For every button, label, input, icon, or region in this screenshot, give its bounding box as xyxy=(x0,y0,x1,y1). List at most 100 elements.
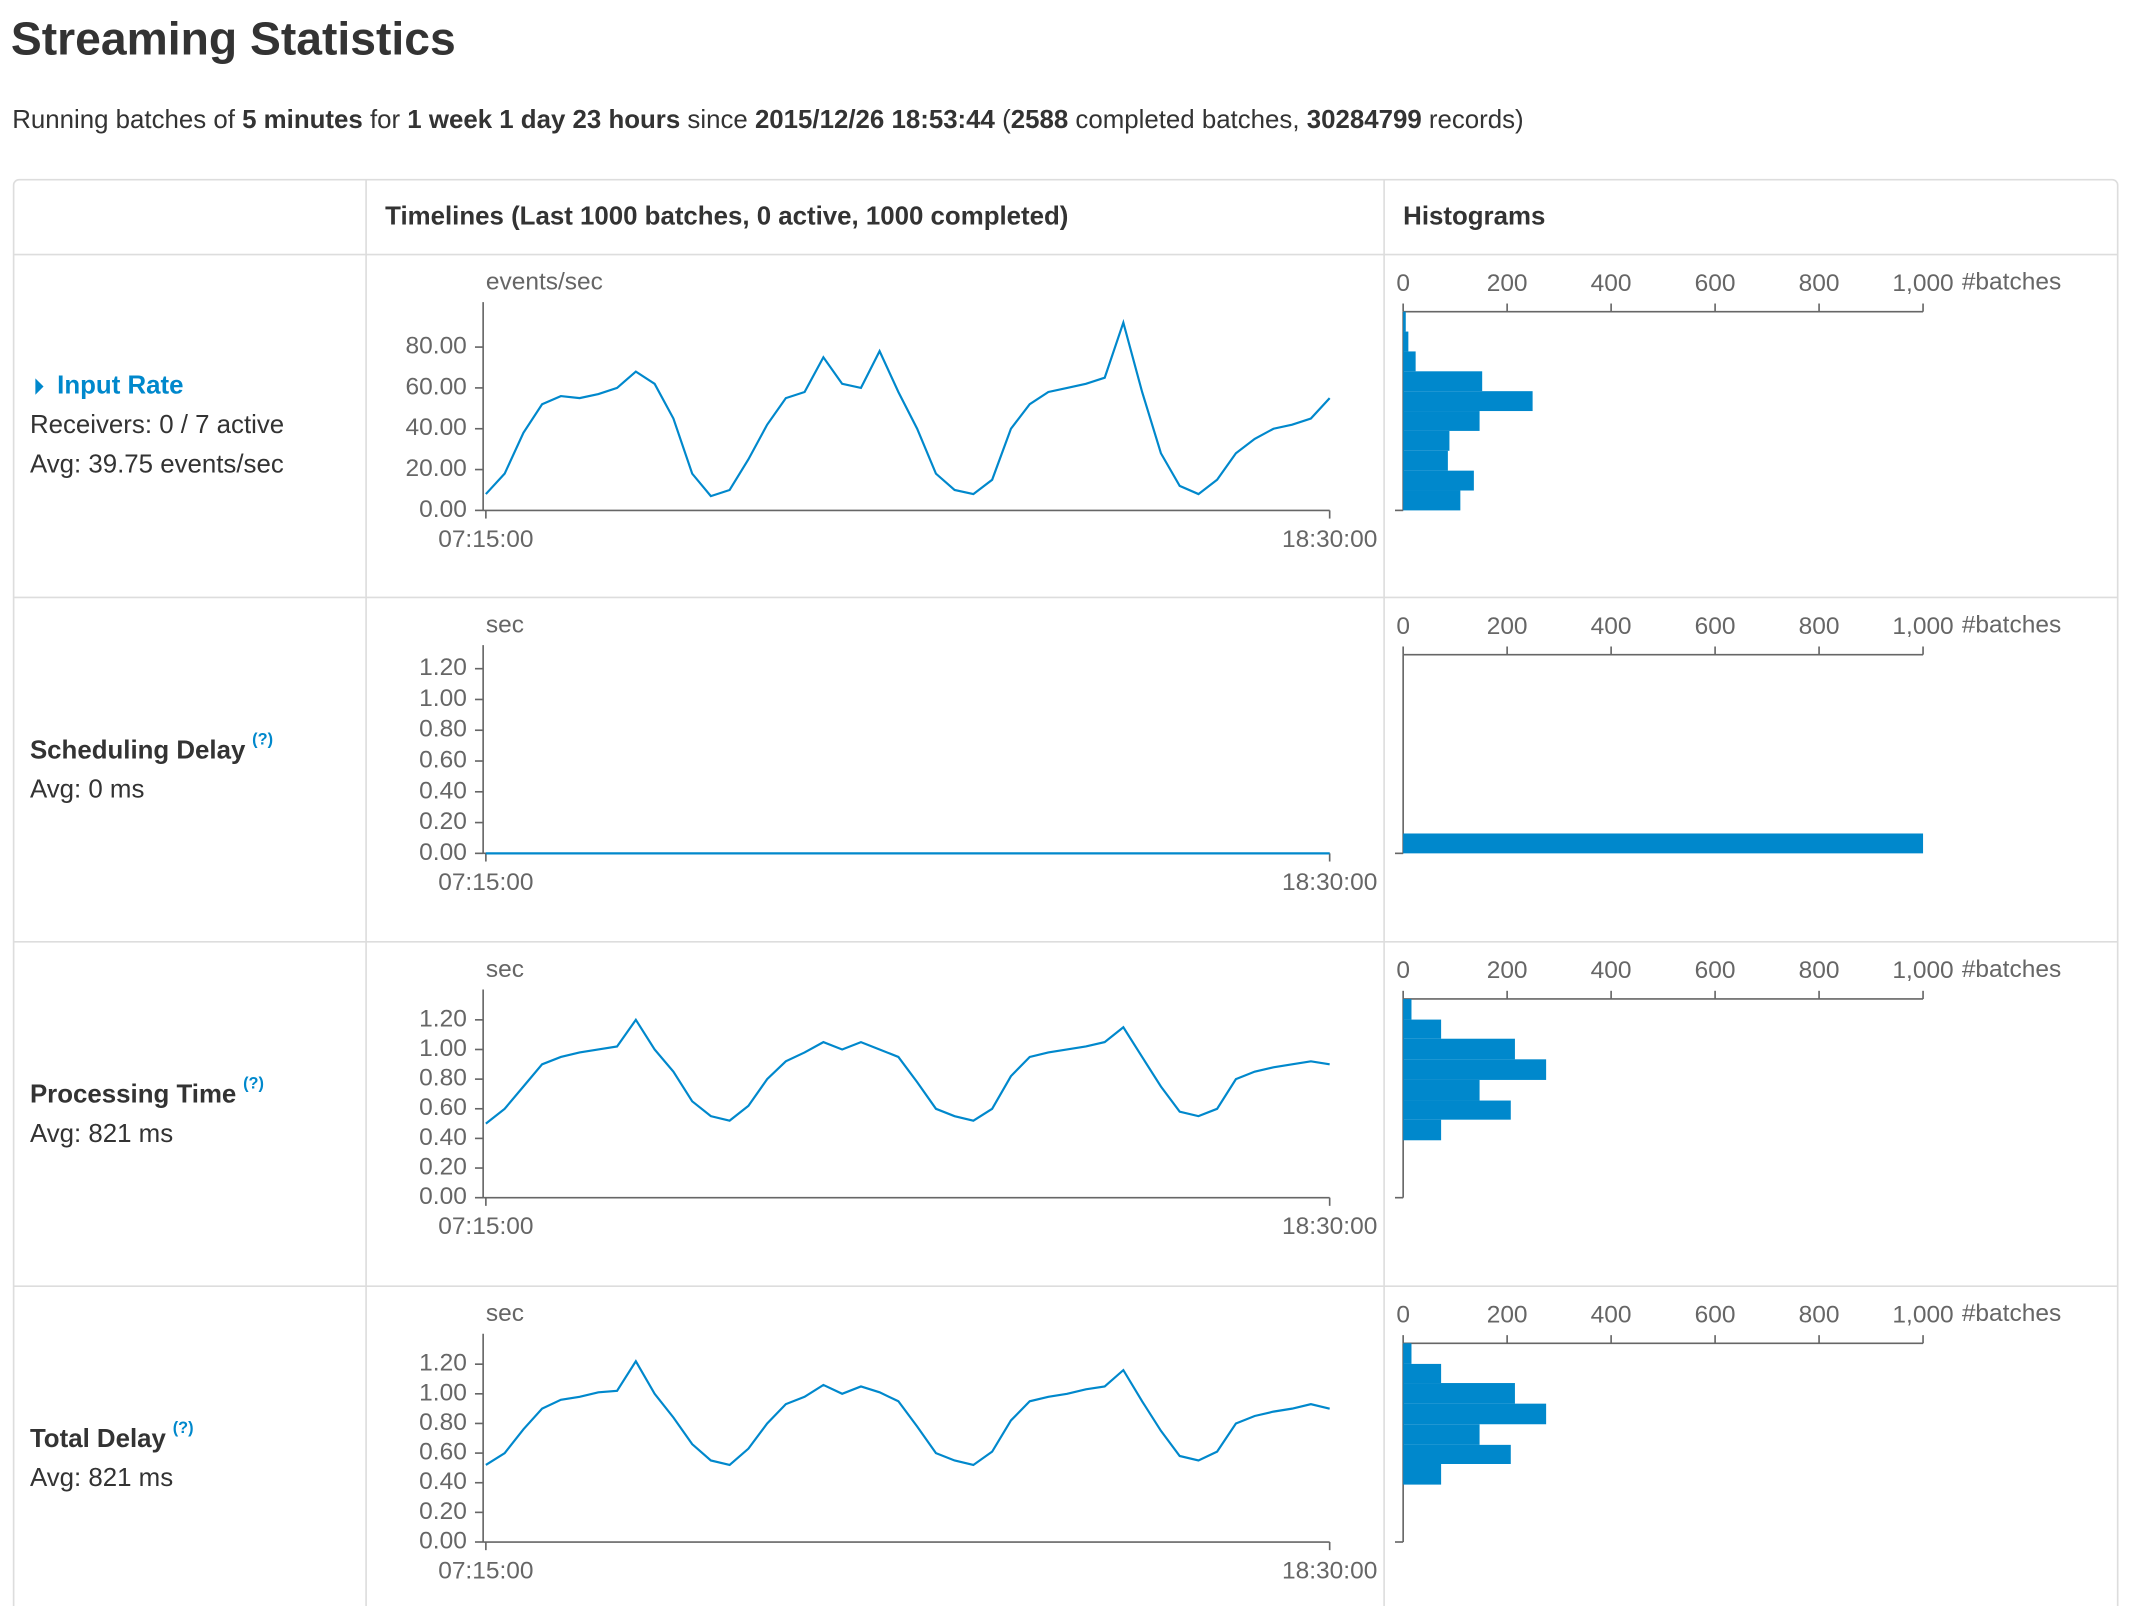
metric-link[interactable]: Input Rate xyxy=(57,371,183,399)
x-tick-label: 07:15:00 xyxy=(438,869,533,896)
y-tick-label: 0.80 xyxy=(419,1065,467,1092)
x-tick-label: 200 xyxy=(1487,613,1528,640)
x-tick-label: 200 xyxy=(1487,1302,1528,1329)
summary-part: completed batches, xyxy=(1068,106,1306,134)
summary-part: 2015/12/26 18:53:44 xyxy=(755,106,996,134)
help-icon[interactable]: (?) xyxy=(252,731,273,749)
histogram-bar xyxy=(1403,1343,1412,1364)
y-tick-label: 1.20 xyxy=(419,1005,467,1032)
summary-part: records) xyxy=(1422,106,1524,134)
help-icon[interactable]: (?) xyxy=(173,1419,194,1437)
y-axis-label: sec xyxy=(486,1300,524,1327)
summary-part: Running batches of xyxy=(12,106,242,134)
metric-title: Total Delay xyxy=(30,1425,167,1453)
histogram-bar xyxy=(1403,998,1412,1020)
x-tick-label: 0 xyxy=(1396,957,1410,984)
x-tick-label: 800 xyxy=(1799,1302,1840,1329)
histogram-bar xyxy=(1403,1119,1442,1141)
x-tick-label: 800 xyxy=(1799,613,1840,640)
y-tick-label: 0.80 xyxy=(419,716,467,743)
y-tick-label: 80.00 xyxy=(406,333,467,360)
summary-part: ( xyxy=(995,106,1011,134)
y-tick-label: 0.40 xyxy=(419,777,467,804)
y-tick-label: 1.20 xyxy=(419,1350,467,1377)
x-tick-label: 400 xyxy=(1591,270,1632,297)
column-header: Timelines (Last 1000 batches, 0 active, … xyxy=(385,203,1068,231)
histogram-bar xyxy=(1403,833,1924,854)
histogram-bar xyxy=(1403,1403,1547,1425)
x-tick-label: 1,000 xyxy=(1892,1302,1953,1329)
histogram-bar xyxy=(1403,371,1483,392)
x-axis-label: #batches xyxy=(1962,1300,2061,1327)
y-tick-label: 0.20 xyxy=(419,1154,467,1181)
y-tick-label: 1.20 xyxy=(419,654,467,681)
x-tick-label: 07:15:00 xyxy=(438,1213,533,1240)
line-series xyxy=(485,1359,1330,1467)
x-axis-label: #batches xyxy=(1962,269,2061,296)
x-axis-label: #batches xyxy=(1962,956,2061,983)
table-border xyxy=(12,178,2119,1606)
metric-title: Processing Time xyxy=(30,1080,236,1108)
histogram-bar xyxy=(1403,1059,1547,1080)
x-tick-label: 0 xyxy=(1396,613,1410,640)
x-tick-label: 600 xyxy=(1695,613,1736,640)
histogram-bar xyxy=(1403,490,1461,511)
y-axis-label: events/sec xyxy=(486,269,603,296)
x-axis-label: #batches xyxy=(1962,612,2061,639)
summary-part: since xyxy=(680,106,755,134)
y-tick-label: 60.00 xyxy=(406,373,467,400)
x-tick-label: 07:15:00 xyxy=(438,526,533,553)
x-tick-label: 400 xyxy=(1591,613,1632,640)
metric-detail: Receivers: 0 / 7 active xyxy=(30,411,284,439)
x-tick-label: 400 xyxy=(1591,957,1632,984)
y-tick-label: 1.00 xyxy=(419,1379,467,1406)
line-series xyxy=(485,318,1331,498)
metric-detail: Avg: 0 ms xyxy=(30,776,144,804)
summary: Running batches of 5 minutes for 1 week … xyxy=(12,106,1523,134)
histogram-bar xyxy=(1403,1383,1515,1404)
x-tick-label: 600 xyxy=(1695,957,1736,984)
metric-detail: Avg: 821 ms xyxy=(30,1464,173,1492)
expand-icon[interactable] xyxy=(35,378,44,395)
y-tick-label: 1.00 xyxy=(419,685,467,712)
y-tick-label: 0.20 xyxy=(419,1498,467,1525)
histogram-bar xyxy=(1403,311,1406,332)
x-tick-label: 600 xyxy=(1695,1302,1736,1329)
metric-detail: Avg: 821 ms xyxy=(30,1120,173,1148)
y-tick-label: 0.00 xyxy=(419,839,467,866)
histogram-bar xyxy=(1403,1100,1511,1120)
x-tick-label: 07:15:00 xyxy=(438,1557,533,1584)
histogram-bar xyxy=(1403,1038,1515,1060)
summary-part: 5 minutes xyxy=(242,106,363,134)
summary-part: 1 week 1 day 23 hours xyxy=(407,106,680,134)
y-tick-label: 0.00 xyxy=(419,496,467,523)
metric-name: Scheduling Delay (?) xyxy=(30,731,273,764)
x-tick-label: 1,000 xyxy=(1892,613,1953,640)
page-title: Streaming Statistics xyxy=(11,12,456,64)
metric-name: Total Delay (?) xyxy=(30,1419,194,1452)
x-tick-label: 18:30:00 xyxy=(1282,1557,1377,1584)
summary-part: 30284799 xyxy=(1307,106,1422,134)
y-tick-label: 1.00 xyxy=(419,1035,467,1062)
histogram-bar xyxy=(1403,430,1450,451)
summary-part: for xyxy=(363,106,408,134)
y-tick-label: 0.20 xyxy=(419,808,467,835)
histogram-bar xyxy=(1403,470,1474,491)
x-tick-label: 200 xyxy=(1487,270,1528,297)
help-icon[interactable]: (?) xyxy=(243,1075,264,1093)
line-series xyxy=(485,1017,1330,1125)
x-tick-label: 18:30:00 xyxy=(1282,526,1377,553)
metric-title: Scheduling Delay xyxy=(30,736,246,764)
x-tick-label: 0 xyxy=(1396,1302,1410,1329)
x-tick-label: 18:30:00 xyxy=(1282,869,1377,896)
y-tick-label: 20.00 xyxy=(406,455,467,482)
histogram-bar xyxy=(1403,1424,1480,1445)
y-axis-label: sec xyxy=(486,956,524,983)
histogram-bar xyxy=(1403,1444,1511,1464)
histogram-bar xyxy=(1403,391,1533,412)
histogram-bar xyxy=(1403,331,1409,352)
histogram-bar xyxy=(1403,351,1416,372)
histogram-bar xyxy=(1403,1079,1480,1101)
